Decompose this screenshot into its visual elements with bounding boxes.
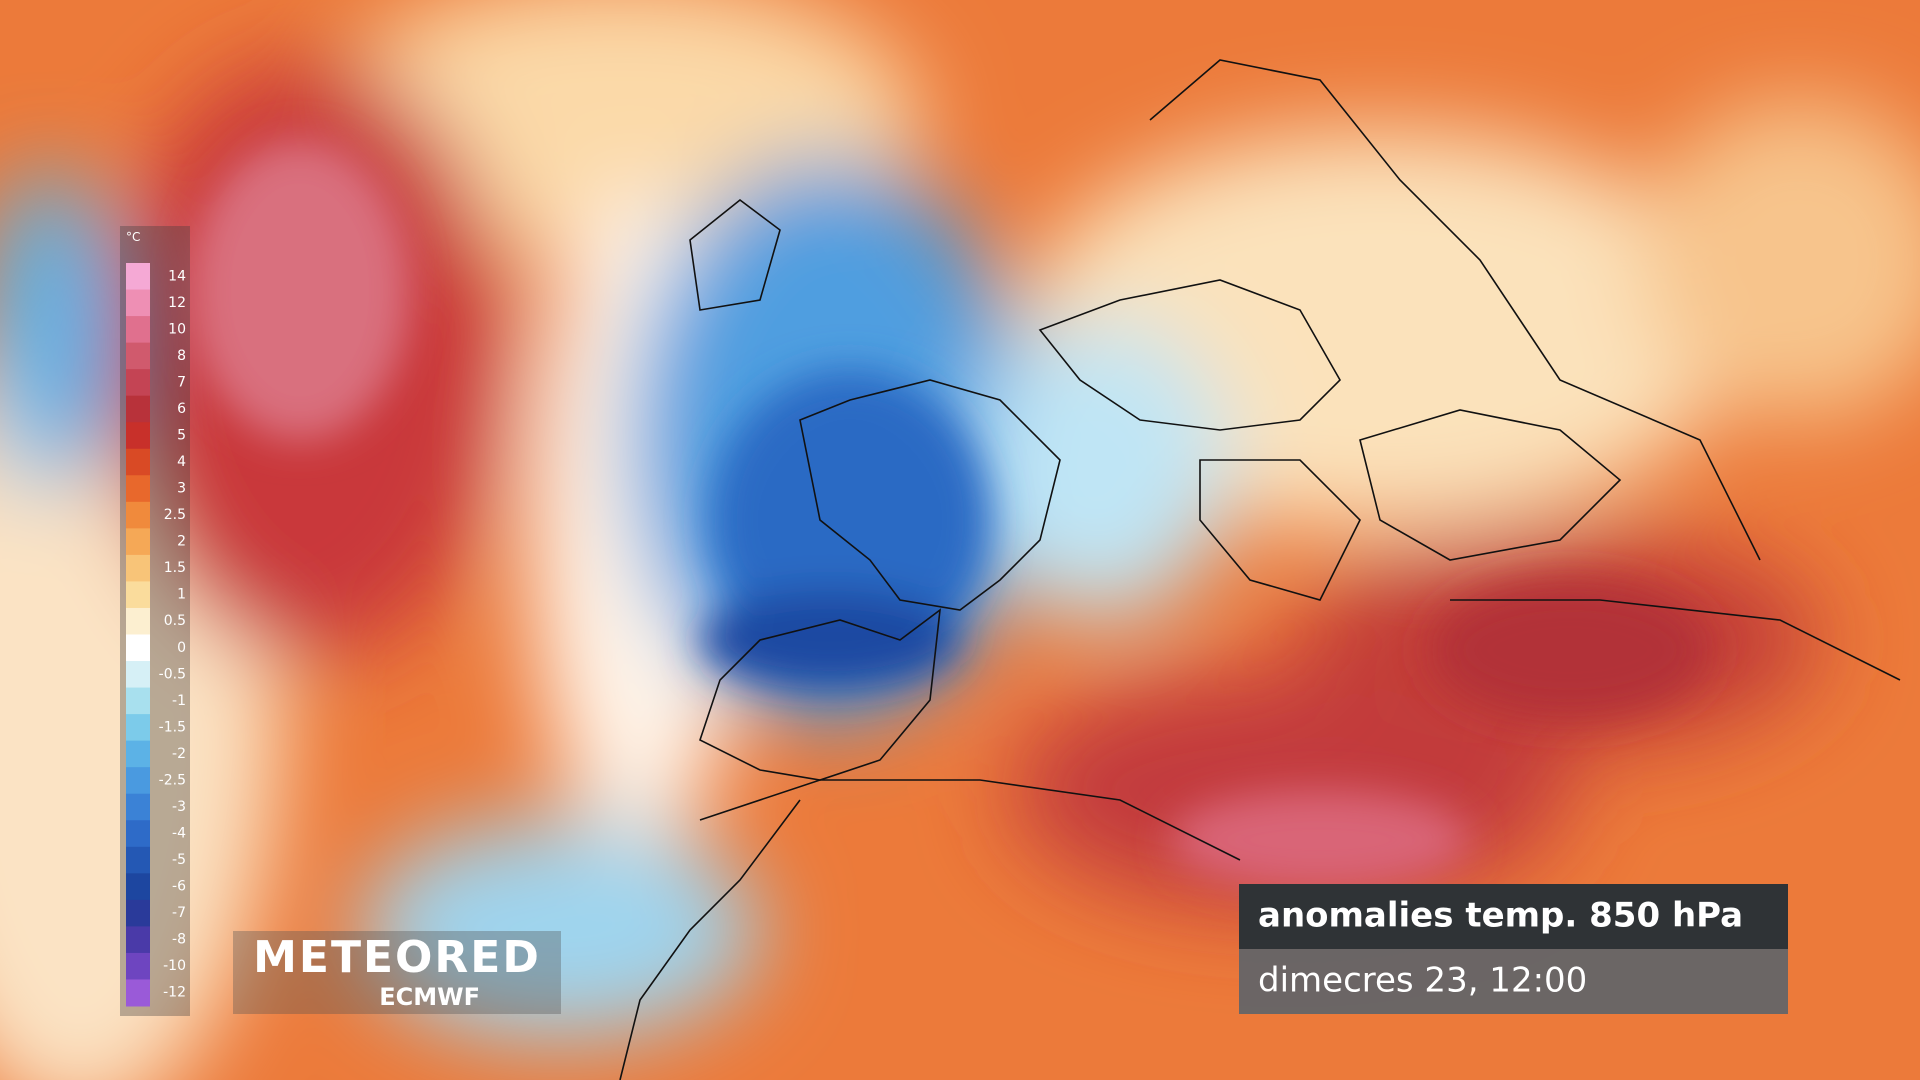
legend-swatch — [126, 634, 150, 662]
legend-label: -1 — [172, 693, 186, 709]
legend-swatch — [126, 395, 150, 423]
legend-swatch — [126, 554, 150, 582]
caption: anomalies temp. 850 hPa dimecres 23, 12:… — [1239, 884, 1788, 1014]
legend-swatch — [126, 263, 150, 291]
legend-swatch — [126, 661, 150, 689]
legend-swatch — [126, 714, 150, 742]
caption-time-box — [1239, 949, 1788, 1014]
legend-label: -12 — [163, 985, 186, 1001]
legend-label: 10 — [168, 321, 186, 337]
legend-swatch — [126, 528, 150, 556]
legend-label: -1.5 — [159, 719, 186, 735]
legend-label: 2 — [177, 534, 186, 550]
legend-swatch — [126, 687, 150, 715]
legend-swatch — [126, 475, 150, 503]
legend-swatch — [126, 926, 150, 954]
legend-swatch — [126, 952, 150, 980]
caption-title: anomalies temp. 850 hPa — [1258, 896, 1743, 936]
legend-swatch — [126, 316, 150, 344]
legend-swatch — [126, 369, 150, 397]
legend-label: -10 — [163, 958, 186, 974]
legend-label: -4 — [172, 826, 186, 842]
legend-label: 0.5 — [164, 613, 186, 629]
legend-swatch — [126, 846, 150, 874]
legend-swatch — [126, 581, 150, 609]
legend-label: 5 — [177, 427, 186, 443]
legend-swatch — [126, 448, 150, 476]
legend-swatch — [126, 979, 150, 1007]
legend-swatch — [126, 820, 150, 848]
legend-label: -6 — [172, 879, 186, 895]
legend-label: -8 — [172, 932, 186, 948]
legend-swatch — [126, 342, 150, 370]
legend-swatch — [126, 501, 150, 529]
legend-label: 12 — [168, 295, 186, 311]
legend-label: -2.5 — [159, 772, 186, 788]
logo: METEORED ECMWF — [233, 931, 561, 1014]
legend-label: 7 — [177, 374, 186, 390]
legend-swatch — [126, 607, 150, 635]
legend-label: 3 — [177, 481, 186, 497]
legend-swatch — [126, 740, 150, 768]
legend-label: 0 — [177, 640, 186, 656]
legend-label: -3 — [172, 799, 186, 815]
legend-swatch — [126, 767, 150, 795]
legend-swatch — [126, 422, 150, 450]
legend-label: 14 — [168, 268, 186, 284]
legend-label: -0.5 — [159, 666, 186, 682]
logo-brand: METEORED — [253, 932, 541, 983]
legend: °C 14 12 10 8 7 6 5 4 3 2.5 2 1.5 1 0.5 0 -0.5 -1 -1.5 -2 -… — [120, 226, 190, 1016]
legend-swatch — [126, 289, 150, 317]
legend-label: 1.5 — [164, 560, 186, 576]
caption-title-box — [1239, 884, 1788, 949]
legend-label: -2 — [172, 746, 186, 762]
borders — [619, 59, 1901, 1080]
legend-label: 6 — [177, 401, 186, 417]
legend-swatch — [126, 899, 150, 927]
legend-unit: °C — [126, 230, 140, 244]
legend-label: 2.5 — [164, 507, 186, 523]
legend-label: -7 — [172, 905, 186, 921]
legend-swatch — [126, 793, 150, 821]
legend-label: 1 — [177, 587, 186, 603]
legend-label: 8 — [177, 348, 186, 364]
legend-label: 4 — [177, 454, 186, 470]
logo-panel — [233, 931, 561, 1014]
logo-source: ECMWF — [379, 983, 480, 1011]
legend-swatch — [126, 873, 150, 901]
legend-label: -5 — [172, 852, 186, 868]
caption-time: dimecres 23, 12:00 — [1258, 961, 1587, 1001]
